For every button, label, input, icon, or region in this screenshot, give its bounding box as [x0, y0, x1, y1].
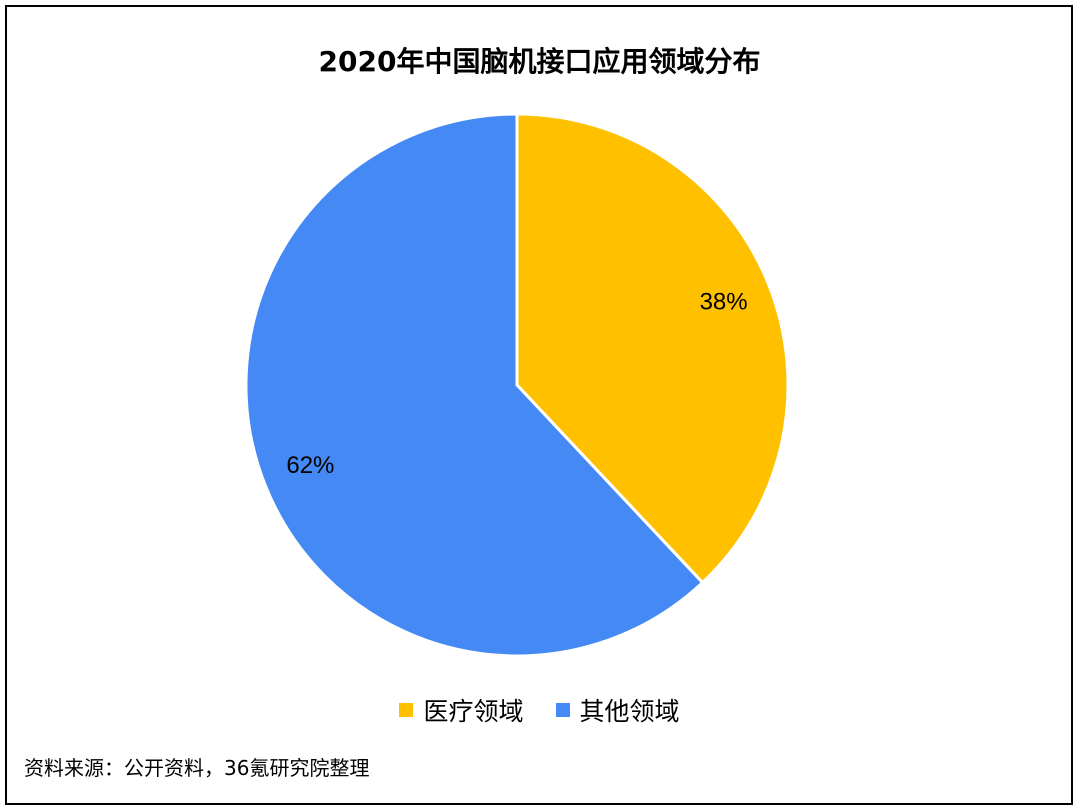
legend: 医疗领域 其他领域: [0, 692, 1079, 728]
pie-slice-other: [244, 112, 705, 658]
chart-title: 2020年中国脑机接口应用领域分布: [318, 45, 761, 78]
data-label-other: 62%: [286, 452, 334, 479]
data-label-medical: 38%: [700, 289, 748, 316]
source-note: 资料来源：公开资料，36氪研究院整理: [24, 756, 370, 780]
legend-item-medical: 医疗领域: [399, 692, 524, 728]
legend-label-other: 其他领域: [579, 697, 680, 726]
pie-slice-medical: [515, 112, 790, 585]
legend-item-other: 其他领域: [555, 692, 680, 728]
legend-swatch-other: [555, 703, 570, 717]
legend-label-medical: 医疗领域: [423, 697, 524, 726]
legend-swatch-medical: [399, 703, 414, 717]
